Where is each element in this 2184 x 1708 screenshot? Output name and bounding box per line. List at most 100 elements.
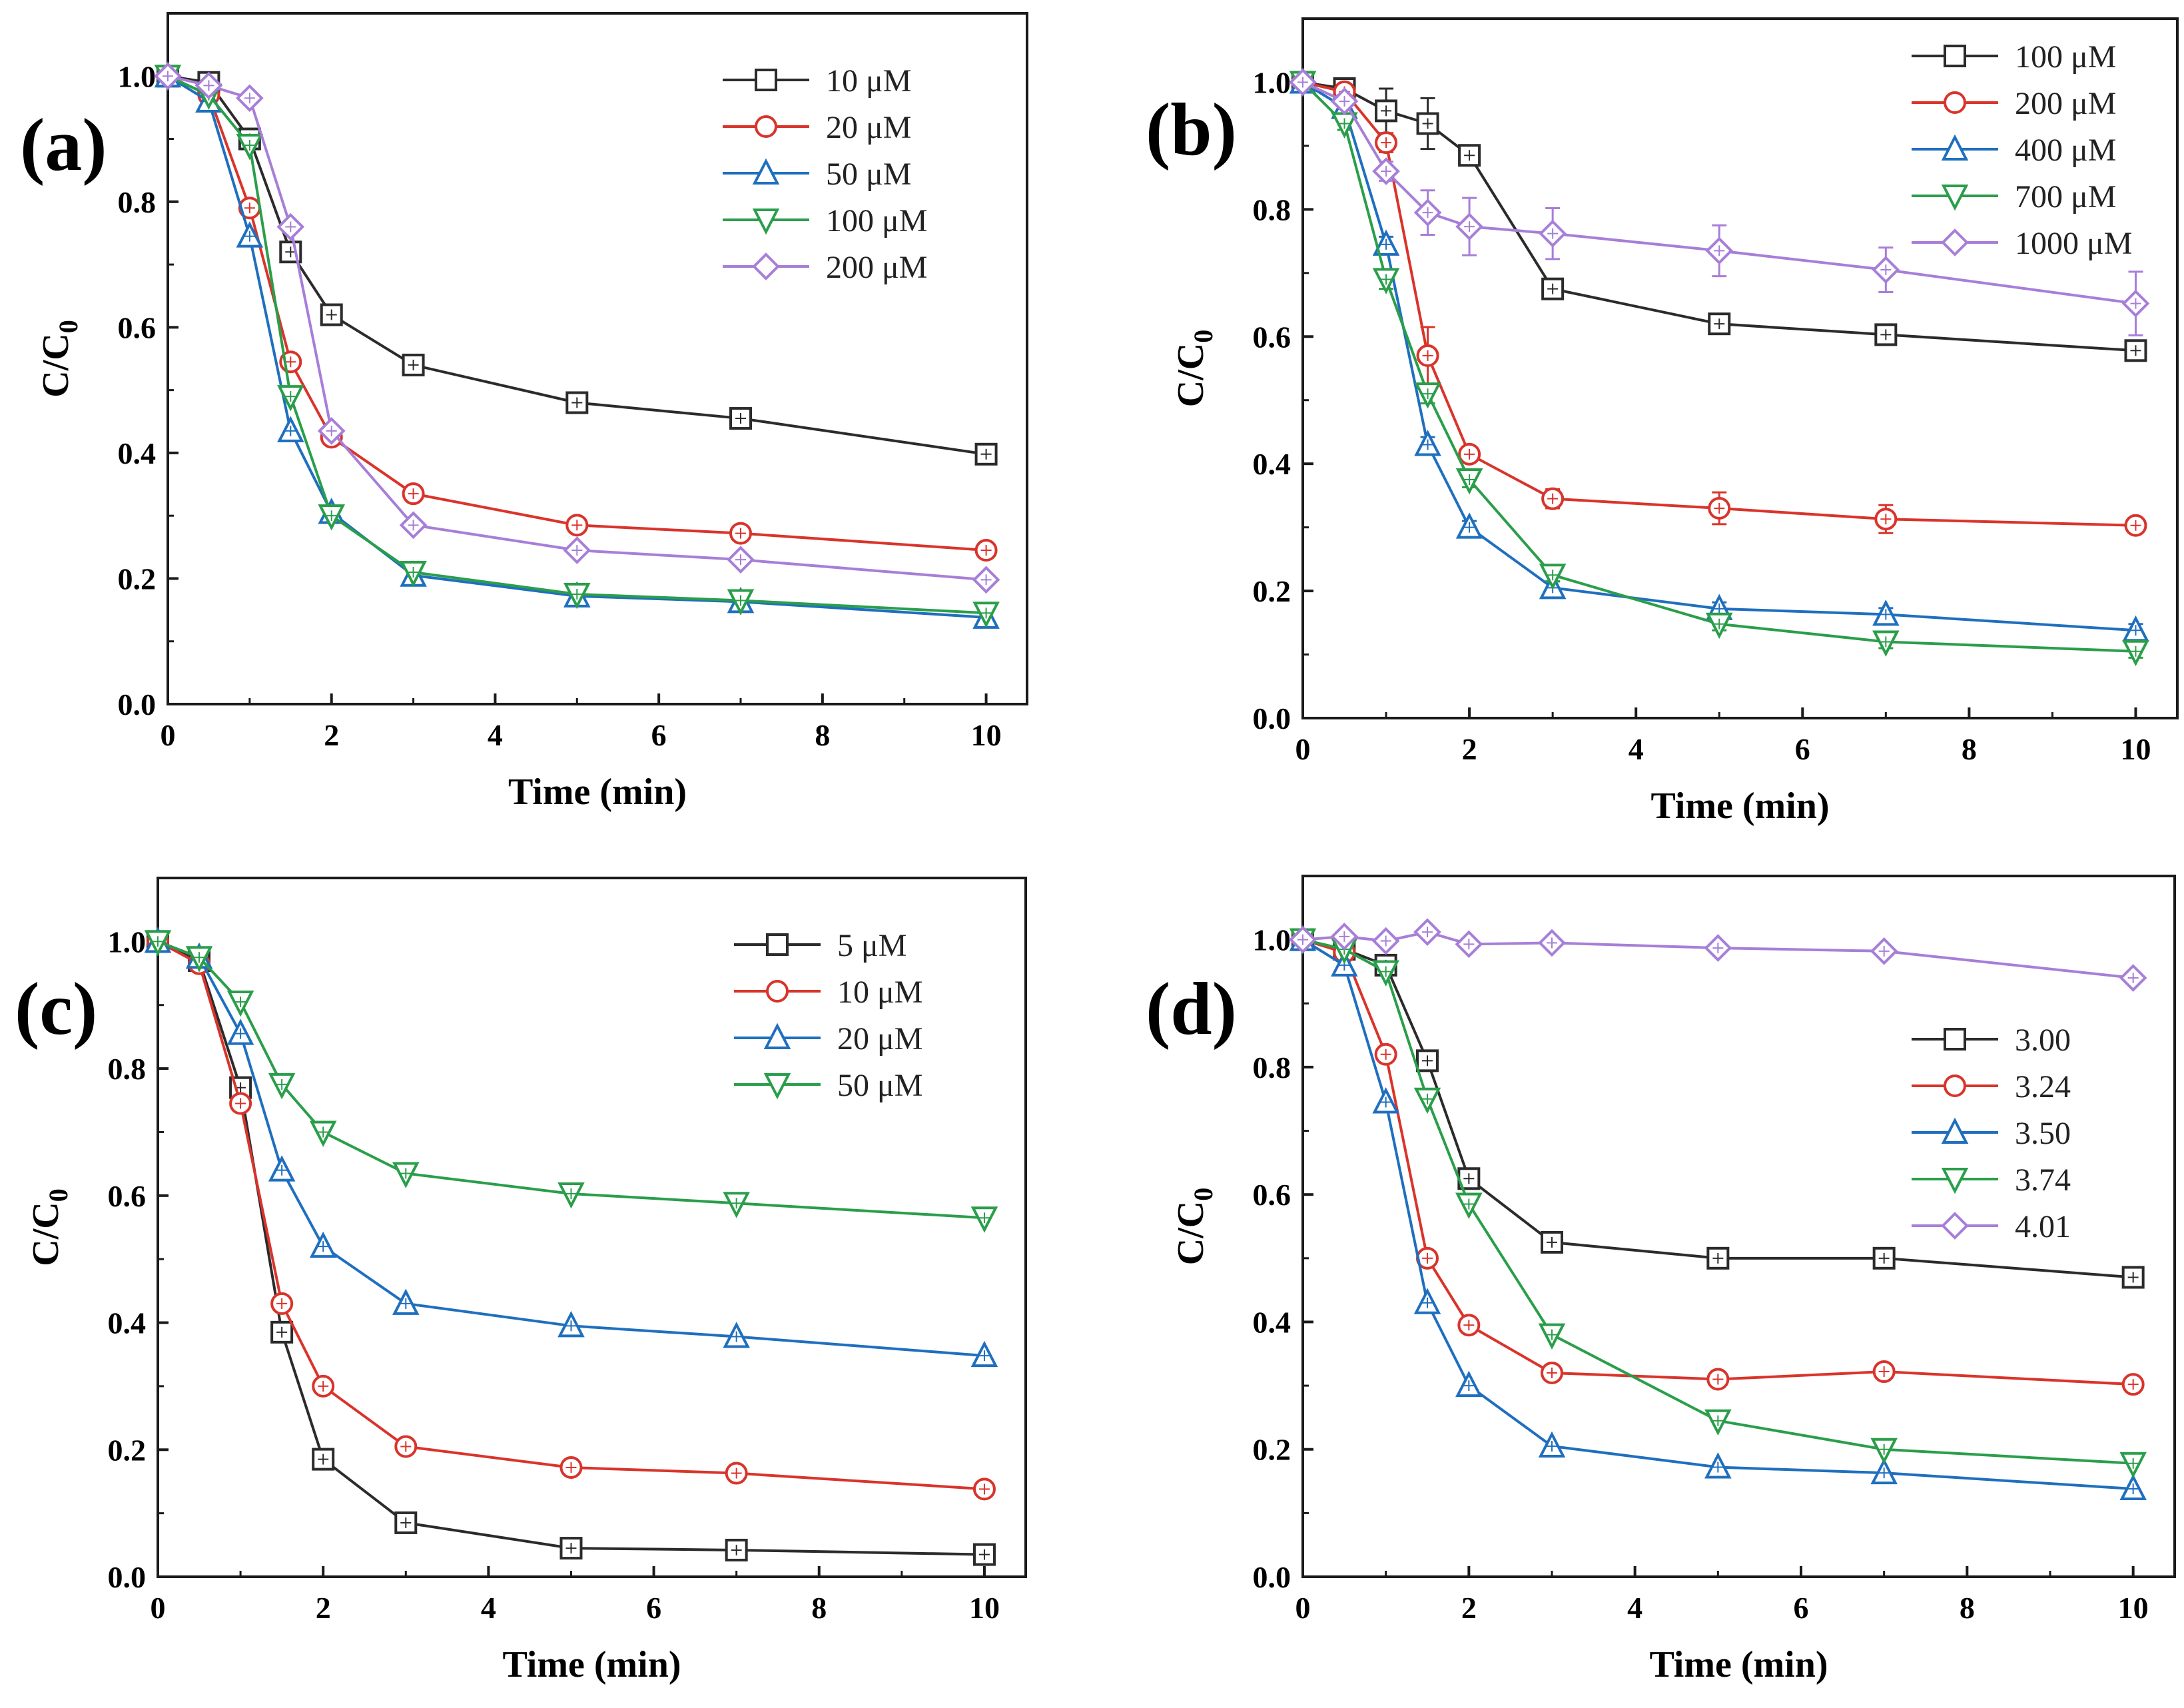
y-axis-title-main: C/C (35, 333, 77, 397)
series-line (167, 75, 986, 582)
x-tick-label: 2 (1462, 732, 1477, 766)
y-axis-title-subscript: 0 (1188, 1188, 1218, 1201)
legend-marker (1944, 45, 1966, 67)
legend-entry: 100 μM (1912, 39, 2116, 75)
plot-frame (157, 877, 1027, 1578)
y-tick-label: 0.2 (1253, 1433, 1291, 1467)
x-tick-label: 4 (481, 1591, 496, 1625)
x-tick-label: 0 (1295, 732, 1311, 766)
legend-label: 5 μM (837, 928, 907, 963)
x-tick-label: 10 (2118, 1591, 2149, 1625)
legend-label: 100 μM (826, 203, 927, 238)
x-tick-label: 6 (1795, 732, 1810, 766)
y-tick-label: 0.6 (1253, 320, 1291, 354)
x-tick-label: 2 (1461, 1591, 1477, 1625)
legend-entry: 1000 μM (1912, 226, 2132, 261)
y-tick-label: 0.2 (118, 562, 157, 596)
legend-label: 10 μM (837, 975, 922, 1010)
y-tick-label: 0.2 (1253, 574, 1291, 608)
legend-marker (763, 1023, 791, 1049)
legend-marker (752, 209, 780, 235)
legend-entry: 20 μM (723, 110, 911, 145)
legend-entry: 4.01 (1912, 1209, 2071, 1244)
legend-label: 3.50 (2015, 1116, 2071, 1151)
legend-entry: 3.00 (1912, 1023, 2071, 1058)
series-50m (144, 930, 998, 1233)
legend-marker (1941, 134, 1969, 161)
legend-marker (1944, 91, 1966, 114)
legend-entry: 3.50 (1912, 1116, 2071, 1151)
x-tick-label: 8 (1962, 732, 1977, 766)
y-axis-title: C/C0 (25, 1188, 73, 1266)
legend-label: 1000 μM (2015, 226, 2132, 261)
legend-label: 20 μM (826, 110, 911, 145)
x-tick-label: 10 (971, 718, 1002, 752)
legend-marker (755, 115, 777, 138)
y-tick-label: 0.8 (108, 1052, 147, 1086)
legend-entry: 700 μM (1912, 179, 2116, 214)
y-tick-label: 0.4 (1253, 1305, 1291, 1339)
legend-label: 200 μM (2015, 86, 2116, 121)
data-point (1541, 277, 1565, 300)
legend-entry: 100 μM (723, 203, 927, 238)
data-point (402, 353, 425, 376)
y-axis-title-main: C/C (25, 1202, 67, 1266)
legend-marker (1944, 1028, 1966, 1051)
x-axis-title: Time (min) (508, 771, 687, 813)
legend-marker (1941, 228, 1969, 256)
y-axis-title-subscript: 0 (53, 320, 83, 333)
y-axis-title: C/C0 (35, 320, 83, 397)
legend-entry: 200 μM (723, 250, 927, 285)
y-tick-label: 1.0 (1253, 923, 1291, 957)
y-axis-title-main: C/C (1170, 1201, 1212, 1265)
data-point (1872, 1246, 1896, 1270)
x-tick-label: 10 (2120, 732, 2151, 766)
panel-label: (b) (1146, 89, 1237, 171)
y-tick-label: 1.0 (108, 925, 147, 959)
y-tick-label: 0.6 (108, 1179, 147, 1213)
x-tick-label: 4 (1629, 732, 1644, 766)
series-line (1301, 938, 2133, 1491)
legend-entry: 20 μM (734, 1021, 922, 1057)
legend-label: 20 μM (837, 1021, 922, 1057)
legend-label: 3.00 (2015, 1023, 2071, 1058)
legend-marker (752, 252, 780, 280)
series-line (167, 75, 986, 552)
legend-marker (1941, 185, 1969, 211)
panel-label: (c) (15, 968, 97, 1051)
series-3.50 (1289, 925, 2147, 1501)
x-tick-label: 6 (651, 718, 667, 752)
x-tick-label: 10 (969, 1591, 1000, 1625)
x-axis-title: Time (min) (1650, 785, 1829, 827)
y-tick-label: 0.4 (1253, 447, 1291, 481)
y-axis-title: C/C0 (1170, 330, 1218, 407)
x-tick-label: 8 (815, 718, 830, 752)
y-tick-label: 0.8 (1253, 193, 1291, 226)
x-tick-label: 2 (324, 718, 339, 752)
legend-entry: 10 μM (734, 975, 922, 1010)
y-tick-label: 1.0 (118, 59, 157, 93)
legend-marker (1941, 1117, 1969, 1144)
legend-entry: 50 μM (723, 157, 911, 192)
y-tick-label: 0.8 (118, 185, 157, 219)
y-tick-label: 0.6 (118, 310, 157, 344)
legend-entry: 200 μM (1912, 86, 2116, 121)
y-axis-title-main: C/C (1170, 343, 1212, 407)
series-10m (147, 930, 996, 1501)
x-tick-label: 6 (646, 1591, 661, 1625)
y-tick-label: 0.0 (1253, 1560, 1291, 1594)
x-tick-label: 8 (1960, 1591, 1975, 1625)
legend-marker (755, 69, 777, 91)
y-tick-label: 0.0 (108, 1560, 147, 1594)
legend-entry: 400 μM (1912, 133, 2116, 168)
legend-label: 100 μM (2015, 39, 2116, 75)
legend-label: 3.24 (2015, 1069, 2071, 1104)
legend-label: 50 μM (837, 1068, 922, 1103)
data-point (559, 1537, 583, 1560)
x-tick-label: 4 (1627, 1591, 1642, 1625)
panel-label: (d) (1146, 968, 1237, 1051)
